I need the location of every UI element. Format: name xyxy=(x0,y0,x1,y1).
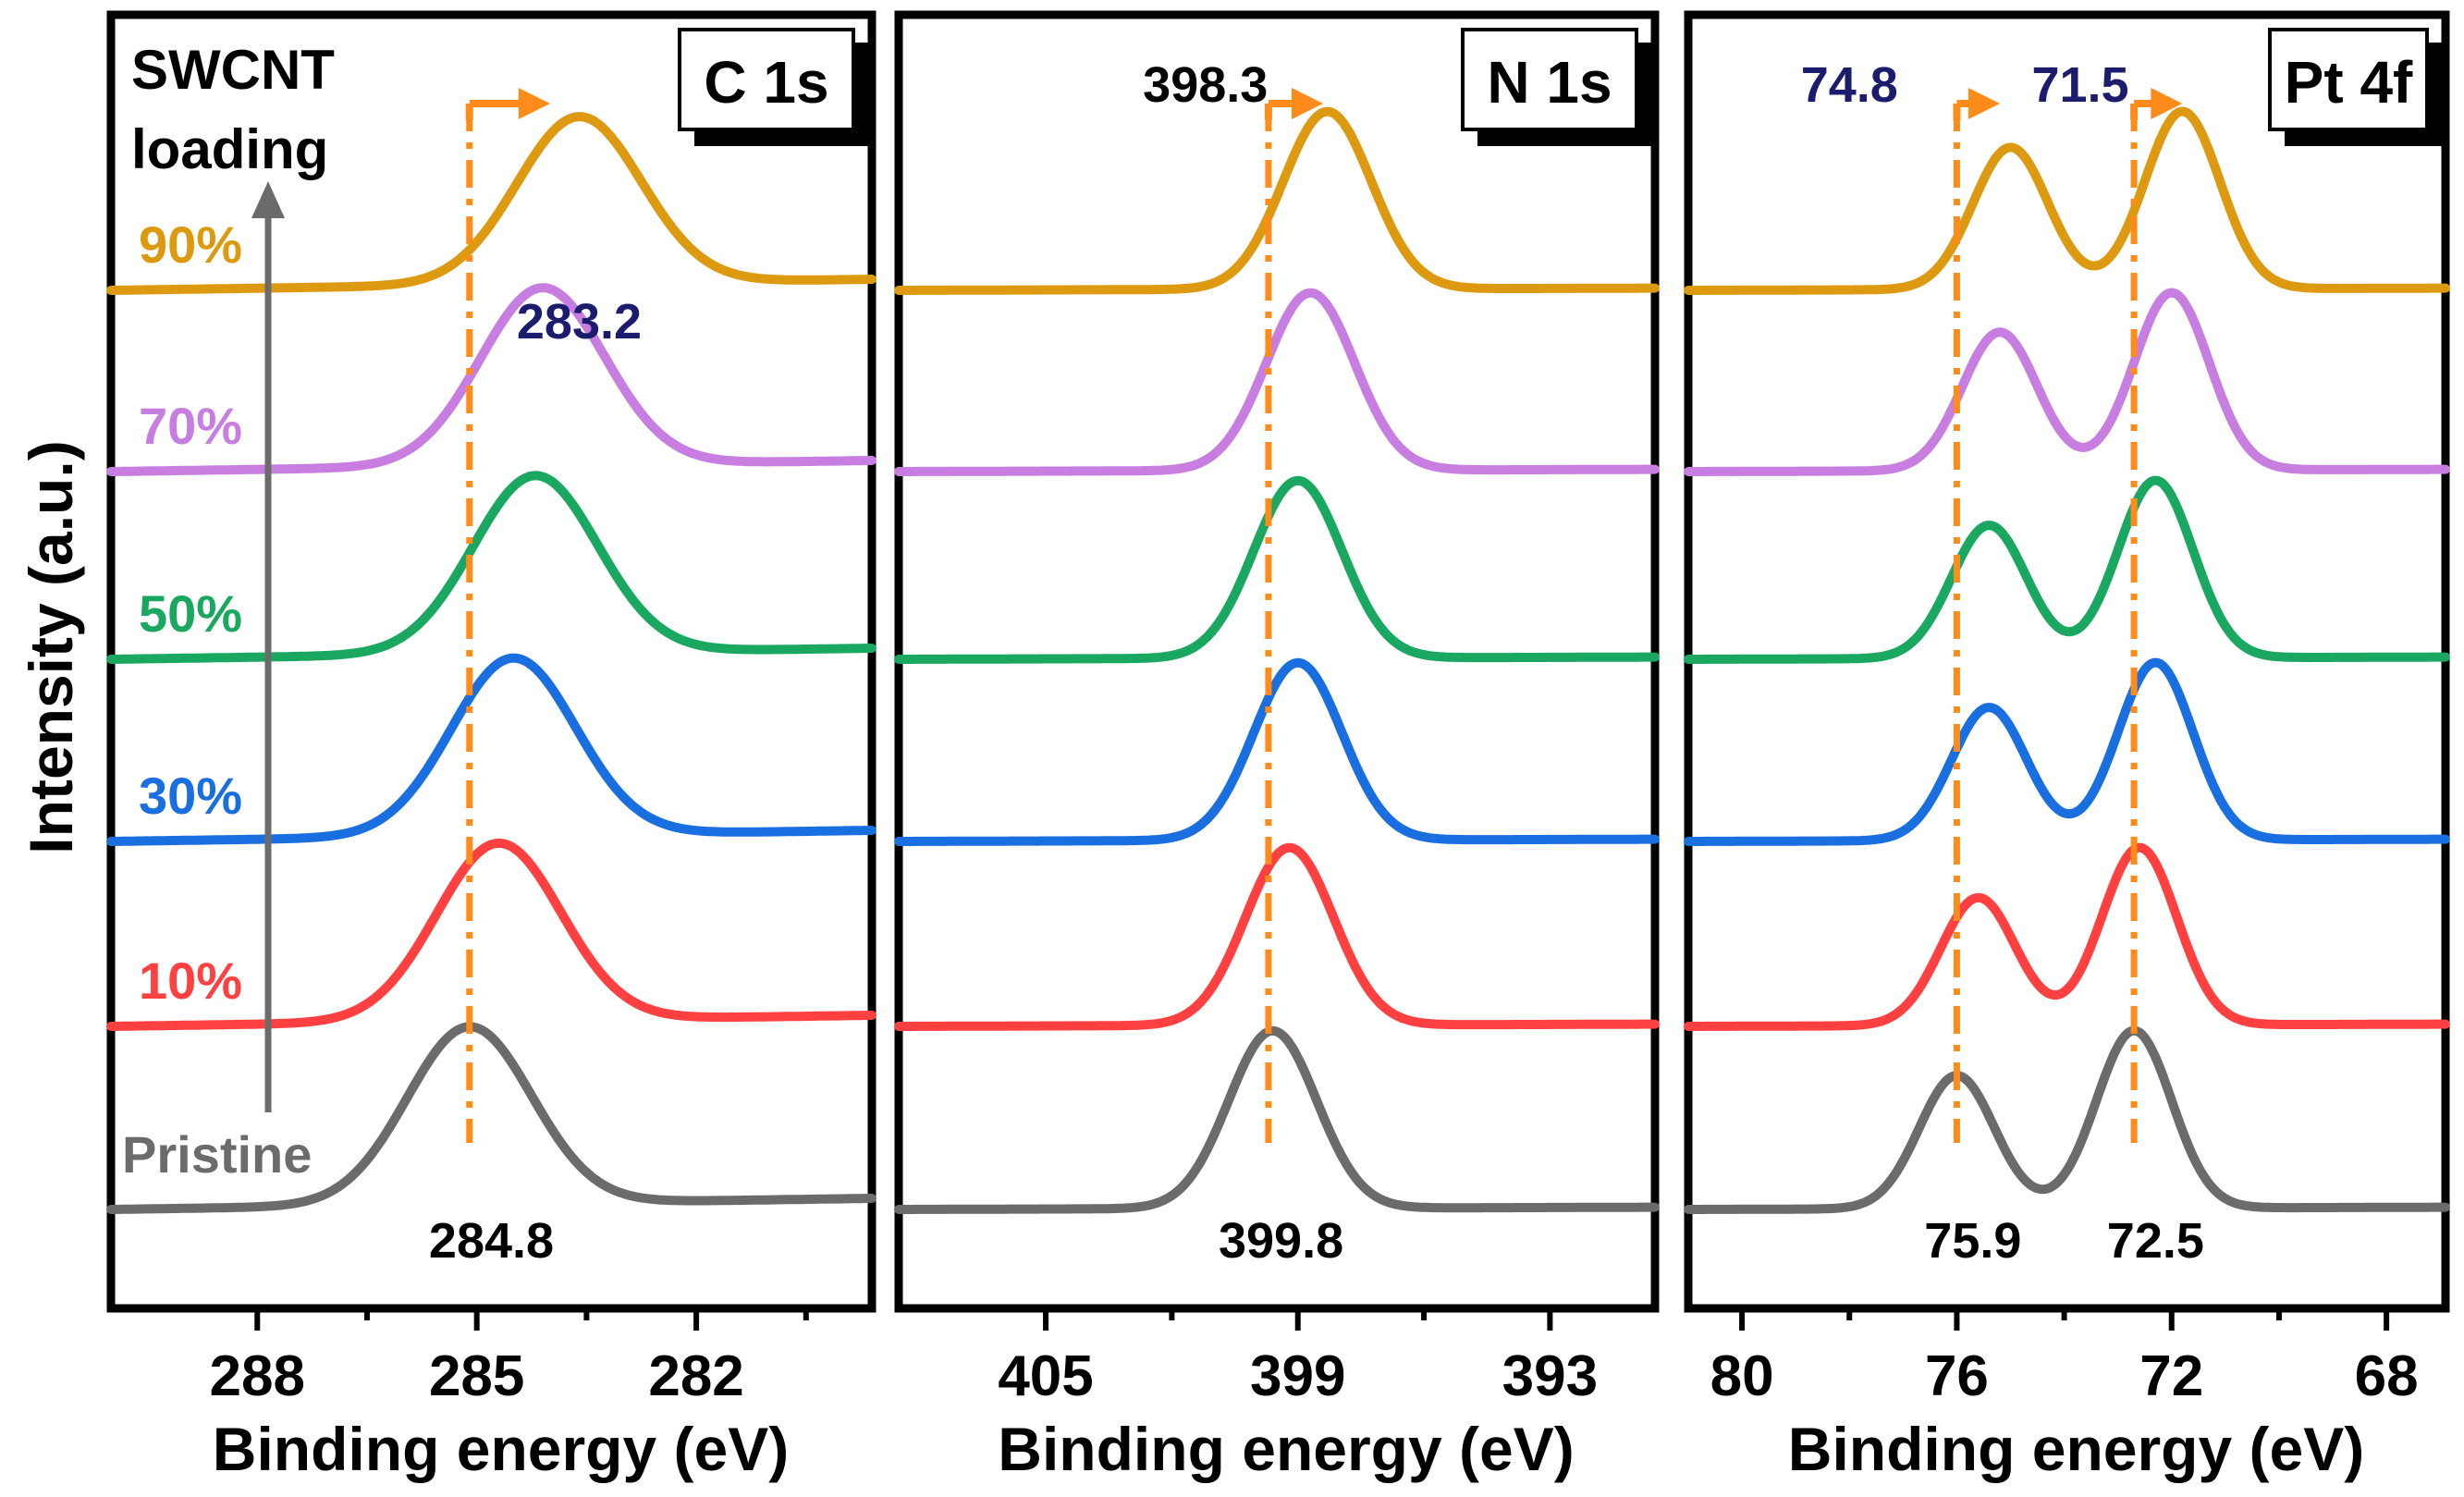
series-label: 90% xyxy=(139,215,242,274)
peak-annotation: 283.2 xyxy=(517,294,642,350)
loading-arrow-head xyxy=(251,181,285,218)
panel-tag: Pt 4f xyxy=(2285,49,2413,116)
x-tick-label: 399 xyxy=(1250,1344,1345,1408)
shift-arrow-head xyxy=(1291,88,1323,119)
x-axis-title: Binding energy (eV) xyxy=(1788,1415,2364,1483)
panel-n-1s: 405 399 393 Binding energy (eV) N 1s 399.8 398… xyxy=(894,10,1660,1483)
panels: 288 285 282 Binding energy (eV) C 1s 284.8 283… xyxy=(106,10,2450,1483)
trace-50-pct xyxy=(894,475,1660,664)
shift-arrow-head xyxy=(518,88,550,119)
x-tick-label: 393 xyxy=(1502,1344,1598,1408)
series-label: 10% xyxy=(139,951,242,1010)
trace-10-pct xyxy=(894,842,1660,1031)
x-tick-label: 282 xyxy=(648,1344,743,1408)
panel-tag-box xyxy=(678,28,855,131)
peak-annotation: 399.8 xyxy=(1219,1213,1343,1269)
x-tick-label: 72 xyxy=(2139,1344,2203,1408)
peak-annotation: 72.5 xyxy=(2107,1213,2204,1269)
trace-90-pct xyxy=(1684,106,2450,295)
y-axis-label: Intensity (a.u.) xyxy=(17,440,85,853)
x-tick-label: 68 xyxy=(2355,1344,2419,1408)
trace-pristine xyxy=(894,1025,1660,1214)
trace-10-pct xyxy=(1684,842,2450,1031)
x-tick-label: 285 xyxy=(429,1344,524,1408)
trace-50-pct xyxy=(106,471,876,664)
trace-50-pct xyxy=(1684,475,2450,664)
trace-70-pct xyxy=(106,283,876,476)
series-label: Pristine xyxy=(122,1125,312,1184)
trace-30-pct xyxy=(1684,657,2450,846)
peak-annotation: 398.3 xyxy=(1143,57,1268,113)
trace-30-pct xyxy=(106,653,876,846)
loading-label-line2: loading xyxy=(131,118,328,180)
trace-pristine xyxy=(1684,1025,2450,1214)
x-tick-label: 405 xyxy=(998,1344,1093,1408)
peak-annotation: 74.8 xyxy=(1801,57,1898,113)
shift-arrow-head xyxy=(1968,88,2000,119)
peak-annotation: 75.9 xyxy=(1924,1213,2021,1269)
series-label: 30% xyxy=(139,767,242,825)
trace-70-pct xyxy=(894,288,1660,476)
series-label: 50% xyxy=(139,584,242,643)
series-label: 70% xyxy=(139,397,242,455)
loading-label-line1: SWCNT xyxy=(131,39,335,101)
panel-tag: C 1s xyxy=(704,49,828,116)
trace-90-pct xyxy=(106,112,876,295)
x-tick-label: 80 xyxy=(1710,1344,1774,1408)
trace-10-pct xyxy=(106,838,876,1031)
panel-pt-4f: 80 76 72 68 Binding energy (eV) Pt 4f 75.9 72.5… xyxy=(1684,10,2450,1483)
x-tick-label: 76 xyxy=(1925,1344,1989,1408)
peak-annotation: 284.8 xyxy=(429,1213,554,1269)
panel-c-1s: 288 285 282 Binding energy (eV) C 1s 284.8 283… xyxy=(106,10,876,1483)
trace-pristine xyxy=(106,1022,876,1214)
panel-tag-box xyxy=(1461,28,1638,131)
trace-30-pct xyxy=(894,657,1660,846)
x-axis-title: Binding energy (eV) xyxy=(213,1415,789,1483)
panel-tag: N 1s xyxy=(1487,49,1612,116)
shift-arrow-head xyxy=(2151,88,2183,119)
x-axis-title: Binding energy (eV) xyxy=(998,1415,1574,1483)
panel-tag-box xyxy=(2268,28,2429,131)
trace-70-pct xyxy=(1684,288,2450,476)
peak-annotation: 71.5 xyxy=(2031,57,2128,113)
x-tick-label: 288 xyxy=(210,1344,305,1408)
trace-90-pct xyxy=(894,106,1660,295)
